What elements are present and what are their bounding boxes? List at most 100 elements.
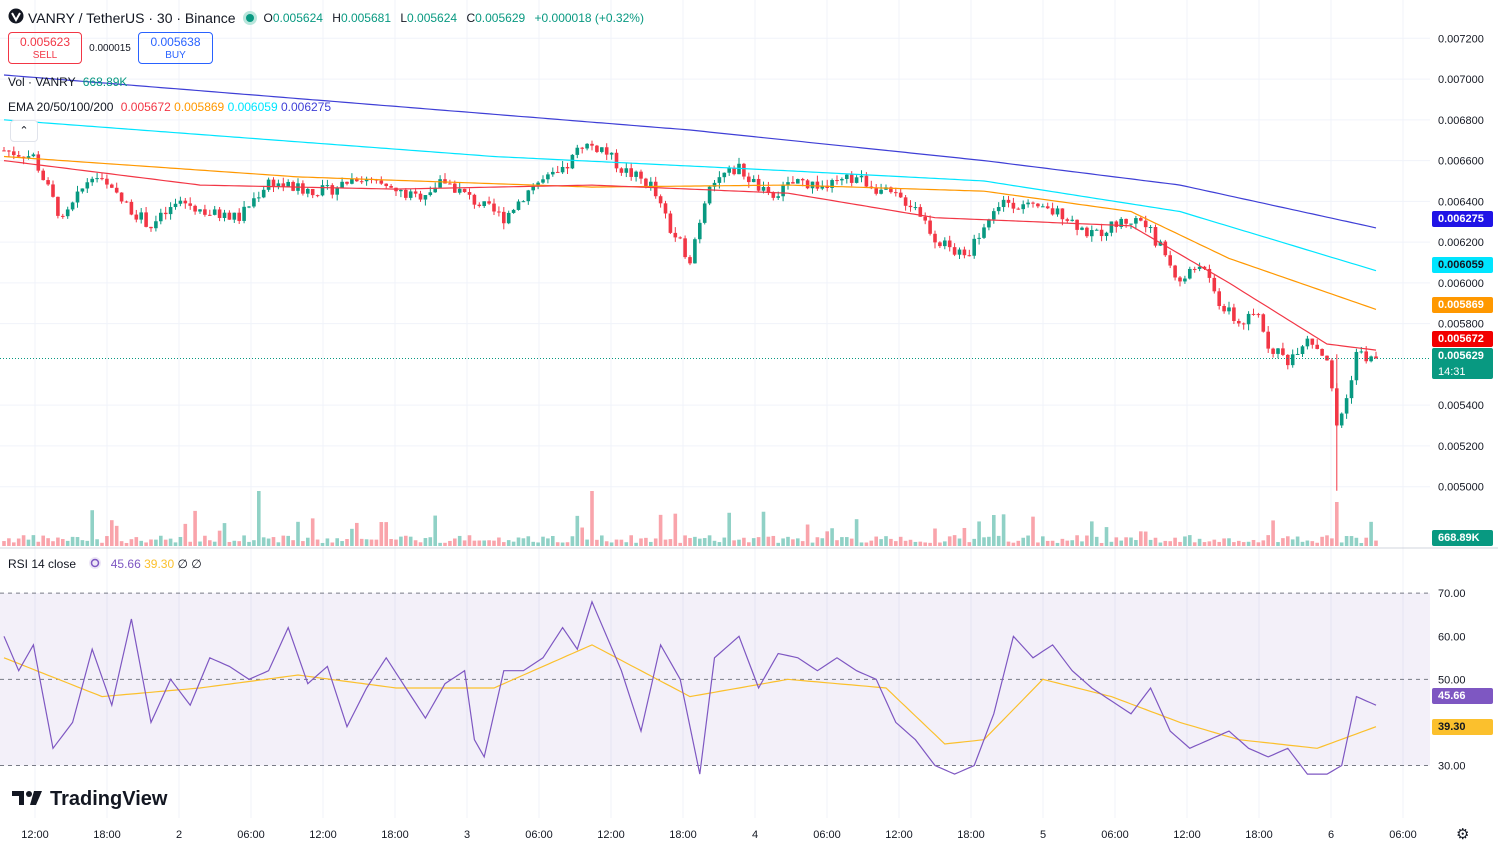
candle-body [1217,291,1221,306]
rsi-legend-value: 45.66 [110,557,141,571]
candle-body [1227,307,1231,312]
candle-body [306,188,310,194]
ema-legend[interactable]: EMA 20/50/100/200 0.005672 0.005869 0.00… [8,100,331,114]
candle-body [80,188,85,192]
volume-bar [502,542,506,546]
volume-bar [325,538,330,546]
rsi-legend[interactable]: RSI 14 close 45.66 39.30 ∅ ∅ [8,556,202,573]
price-tick-label: 0.005400 [1438,400,1484,412]
volume-bar [1330,538,1334,546]
volume-bar [487,540,491,546]
volume-bar [16,538,21,546]
volume-bar [482,540,486,546]
volume-bar [943,541,947,546]
time-tick-label: 12:00 [1173,829,1201,841]
volume-bar [1080,541,1084,546]
refresh-icon[interactable] [87,556,103,573]
volume-bar [90,510,94,546]
tradingview-logo[interactable]: TradingView [12,788,167,811]
candle-body [1207,268,1212,278]
candle-body [301,183,305,194]
candle-body [399,189,403,192]
volume-bar [717,542,722,546]
candle-body [1045,206,1050,209]
volume-bar [389,539,393,546]
candle-body [433,187,437,193]
buy-button[interactable]: 0.005638 BUY [138,32,213,64]
ema100-legend-value: 0.006059 [227,100,278,114]
candle-body [688,257,692,264]
candle-body [1266,331,1270,349]
candle-body [252,198,256,207]
volume-bar [996,535,1001,546]
candle-body [404,189,408,198]
volume-bar [658,514,663,546]
candle-body [178,200,183,204]
volume-bar [1300,541,1305,546]
candle-body [242,206,246,221]
volume-bar [683,535,687,546]
volume-bar [653,538,658,546]
candle-body [1090,230,1094,237]
volume-bar [345,539,349,546]
volume-bar [546,538,550,546]
volume-bar [634,542,638,546]
ohlc-values: O0.005624 H0.005681 L0.005624 C0.005629 … [264,11,650,25]
volume-bar [933,528,937,546]
candle-body [203,209,207,215]
candle-body [835,180,839,182]
candle-body [732,167,736,175]
candle-body [1359,351,1364,353]
gear-icon[interactable]: ⚙ [1456,826,1470,843]
candle-body [992,211,996,220]
candle-body [56,196,60,216]
symbol-title[interactable]: VANRY / TetherUS · 30 · Binance [28,9,236,26]
tradingview-logo-text: TradingView [50,788,168,810]
sell-button[interactable]: 0.005623 SELL [8,32,82,64]
candle-body [546,174,550,180]
candle-body [100,178,104,180]
volume-bar [159,535,163,546]
volume-bar [825,531,829,546]
candle-body [1241,323,1246,325]
volume-bar [36,541,41,546]
candle-body [438,179,442,188]
candle-body [830,180,834,188]
chart-header: VANRY / TetherUS · 30 · Binance O0.00562… [8,8,650,27]
candle-body [624,168,629,173]
candle-body [16,155,21,157]
candle-body [2,150,6,152]
volume-bar [232,540,237,546]
candle-body [1158,241,1163,246]
volume-bar [1241,542,1246,546]
volume-bar [898,536,903,546]
volume-bar [967,542,972,546]
candle-body [658,196,663,204]
candle-body [1271,348,1275,354]
candle-body [355,178,359,182]
volume-legend[interactable]: Vol · VANRY 668.89K [8,75,127,89]
volume-bar [31,535,36,546]
candle-body [222,212,227,218]
rsi-ma-line [3,644,1377,749]
candle-body [467,192,472,195]
time-tick-label: 18:00 [1245,829,1273,841]
volume-bar [1364,537,1368,546]
candle-body [555,171,560,173]
volume-bar [1148,539,1153,546]
volume-bar [1114,537,1119,546]
volume-bar [105,536,109,546]
price-tick-label: 0.006000 [1438,278,1484,290]
candle-body [320,185,325,196]
candle-body [673,232,678,238]
candle-body [418,193,423,200]
collapse-legend-button[interactable]: ⌃ [10,120,38,142]
volume-bar [1139,531,1143,546]
volume-bar [678,542,682,546]
volume-bar [70,536,75,546]
candle-body [923,216,927,221]
rsi-tick-label: 30.00 [1438,761,1466,773]
volume-bar [977,521,981,546]
volume-bar [903,540,908,546]
